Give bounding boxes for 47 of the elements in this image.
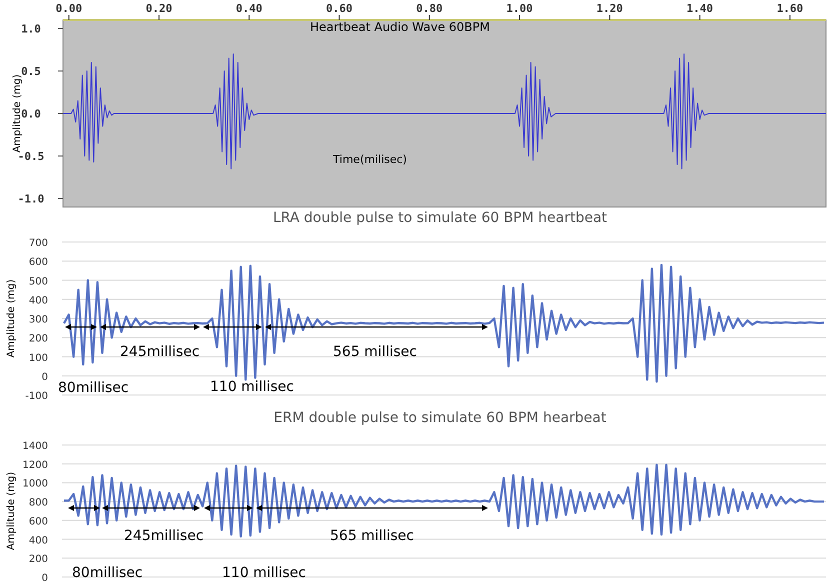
y-tick-label: 0.0 bbox=[21, 108, 41, 120]
annotation: 80millisec bbox=[58, 380, 129, 396]
y-tick-label: 1000 bbox=[22, 478, 48, 490]
y-axis-title: Amplitude (mg) bbox=[6, 279, 17, 358]
y-tick-label: 200 bbox=[28, 554, 48, 566]
annotation: 245millisec bbox=[120, 344, 200, 360]
y-tick-label: -1.0 bbox=[18, 192, 44, 206]
y-tick-label: 200 bbox=[28, 334, 48, 345]
y-tick-label: 1400 bbox=[22, 441, 48, 452]
y-tick-label: 100 bbox=[28, 352, 48, 364]
y-tick-label: 400 bbox=[28, 535, 48, 546]
x-tick-label: 1.20 bbox=[596, 2, 623, 15]
x-tick-label: 1.00 bbox=[506, 2, 533, 15]
y-tick-label: 1.0 bbox=[21, 22, 41, 36]
annotation: 245millisec bbox=[124, 528, 204, 544]
x-tick-label: 0.40 bbox=[236, 2, 262, 15]
y-tick-label: 1200 bbox=[22, 460, 48, 471]
annotation: 565 millisec bbox=[333, 344, 417, 360]
y-tick-label: 600 bbox=[28, 516, 48, 528]
annotation: 565 millisec bbox=[330, 528, 414, 544]
line-series bbox=[62, 54, 826, 170]
annotation: 80millisec bbox=[72, 565, 143, 581]
y-tick-label: 700 bbox=[28, 238, 48, 249]
y-tick-label: 500 bbox=[28, 276, 48, 288]
y-tick-label: 0 bbox=[42, 573, 48, 584]
x-tick-label: 0.60 bbox=[326, 2, 353, 15]
x-axis-title: Time(milisec) bbox=[332, 153, 407, 166]
y-tick-label: 0.5 bbox=[21, 65, 41, 78]
chart-title: LRA double pulse to simulate 60 BPM heartbeat bbox=[272, 210, 608, 226]
x-tick-label: 0.80 bbox=[416, 2, 443, 15]
x-tick-label: 1.60 bbox=[776, 2, 804, 15]
annotation: 110 millisec bbox=[222, 565, 306, 581]
y-axis-title: Amplitude (mg) bbox=[12, 74, 23, 153]
chart-title: ERM double pulse to simulate 60 BPM hearbeat bbox=[274, 410, 607, 426]
x-tick-label: 0.00 bbox=[56, 2, 82, 15]
y-tick-label: -100 bbox=[25, 391, 48, 402]
annotation: 110 millisec bbox=[210, 379, 294, 395]
chart-title: Heartbeat Audio Wave 60BPM bbox=[310, 20, 490, 34]
x-tick-label: 1.40 bbox=[686, 2, 714, 15]
y-tick-label: 0 bbox=[42, 372, 48, 383]
y-tick-label: -0.5 bbox=[18, 150, 44, 163]
y-tick-label: 300 bbox=[28, 314, 48, 326]
y-tick-label: 800 bbox=[28, 498, 48, 509]
y-axis-title: Amplitude (mg) bbox=[6, 472, 17, 550]
x-tick-label: 0.20 bbox=[146, 2, 172, 15]
y-tick-label: 600 bbox=[28, 257, 48, 268]
y-tick-label: 400 bbox=[28, 295, 48, 306]
